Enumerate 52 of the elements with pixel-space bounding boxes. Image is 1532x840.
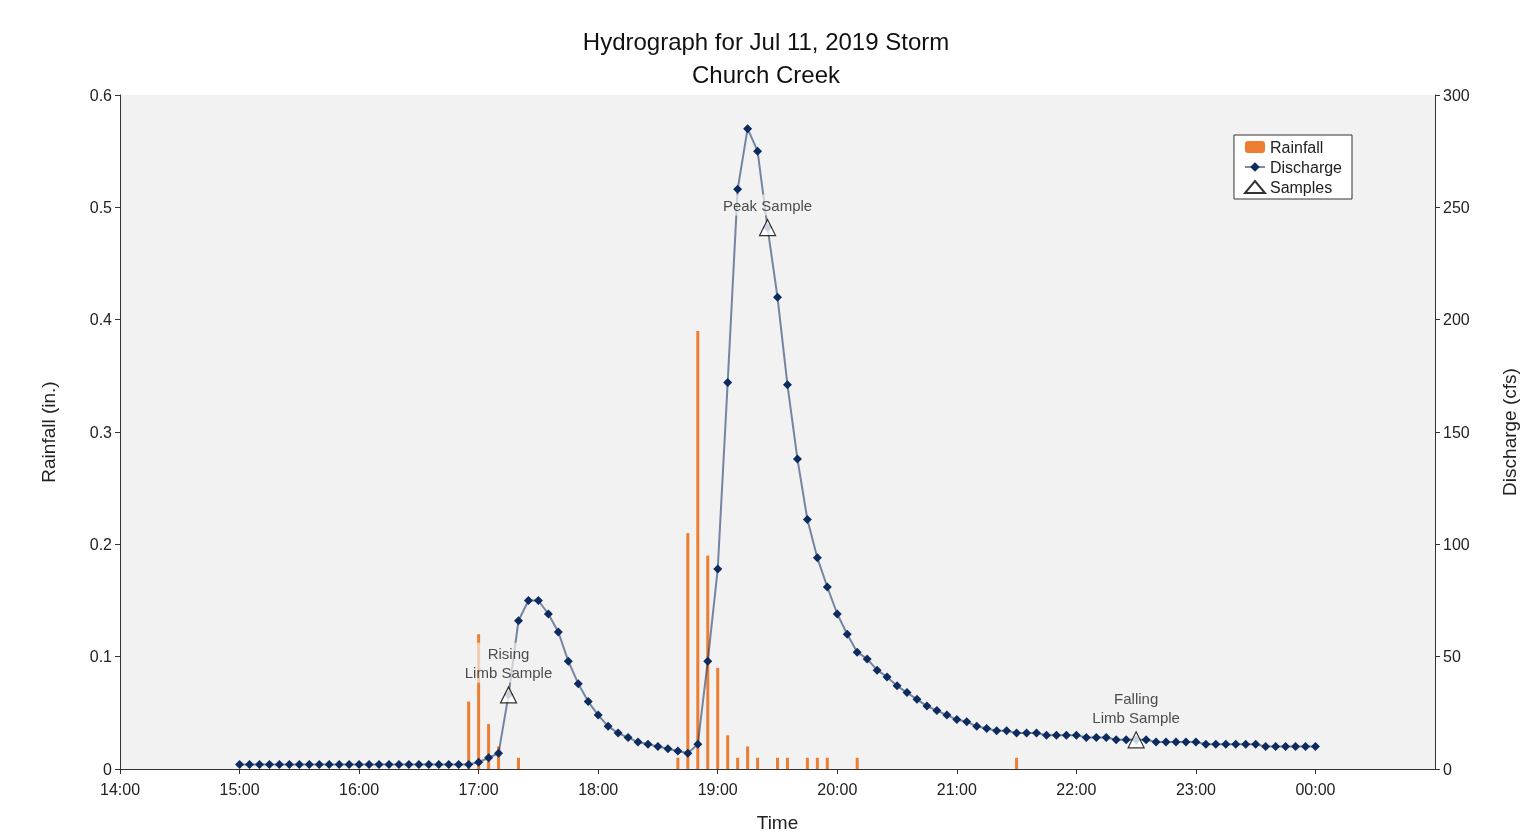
x-tick-label: 22:00 (1056, 780, 1097, 798)
bar (716, 667, 720, 769)
x-tick-label: 19:00 (697, 780, 738, 798)
y2-axis-title: Discharge (cfs) (1499, 368, 1520, 496)
bar (516, 757, 520, 769)
y2-tick-label: 200 (1443, 311, 1470, 329)
chart-subtitle: Church Creek (691, 61, 842, 88)
legend-label: Discharge (1269, 158, 1343, 176)
bar (815, 757, 819, 769)
x-tick-label: 14:00 (99, 780, 141, 798)
bar (776, 757, 779, 769)
bar (726, 735, 730, 769)
x-tick-label: 23:00 (1175, 780, 1217, 798)
y2-tick-label: 0 (1443, 760, 1452, 778)
y-tick-label: 0.5 (89, 198, 113, 216)
x-tick-label: 17:00 (458, 780, 499, 798)
bar (1015, 757, 1019, 769)
annotation: Falling Limb Sample (1092, 689, 1180, 726)
y-tick-label: 0.2 (89, 535, 113, 553)
y2-tick-label: 150 (1443, 423, 1470, 441)
bar (736, 757, 740, 769)
y2-tick-label: 100 (1443, 535, 1470, 553)
y-tick-label: 0.3 (89, 423, 113, 441)
y-tick-label: 0.4 (89, 311, 113, 329)
chart-title: Hydrograph for Jul 11, 2019 Storm (582, 28, 950, 55)
x-tick-label: 18:00 (578, 780, 619, 798)
point (1127, 731, 1145, 749)
annotation: Rising Limb Sample (464, 644, 553, 681)
x-axis-title: Time (756, 812, 799, 833)
bar (855, 757, 859, 769)
x-tick-label: 16:00 (339, 780, 380, 798)
bar (805, 757, 809, 769)
y-axis-title: Rainfall (in.) (38, 381, 59, 483)
point (758, 218, 777, 237)
y2-tick-label: 300 (1443, 86, 1470, 104)
y-tick-label: 0 (103, 760, 113, 778)
y2-tick-label: 250 (1443, 198, 1470, 216)
annotation: Peak Sample (722, 196, 813, 214)
bar (746, 746, 750, 769)
bar (785, 757, 789, 769)
y2-tick-label: 50 (1443, 648, 1461, 666)
x-tick-label: 00:00 (1295, 780, 1336, 798)
x-tick-label: 20:00 (817, 780, 858, 798)
y-tick-label: 0.6 (89, 86, 113, 104)
x-tick-label: 15:00 (219, 780, 260, 798)
bar (756, 757, 760, 769)
point (499, 686, 518, 704)
y-tick-label: 0.1 (89, 648, 113, 666)
legend-label: Rainfall (1269, 138, 1324, 156)
bar (825, 757, 829, 769)
x-tick-label: 21:00 (936, 780, 977, 798)
legend-label: Samples (1269, 178, 1333, 196)
